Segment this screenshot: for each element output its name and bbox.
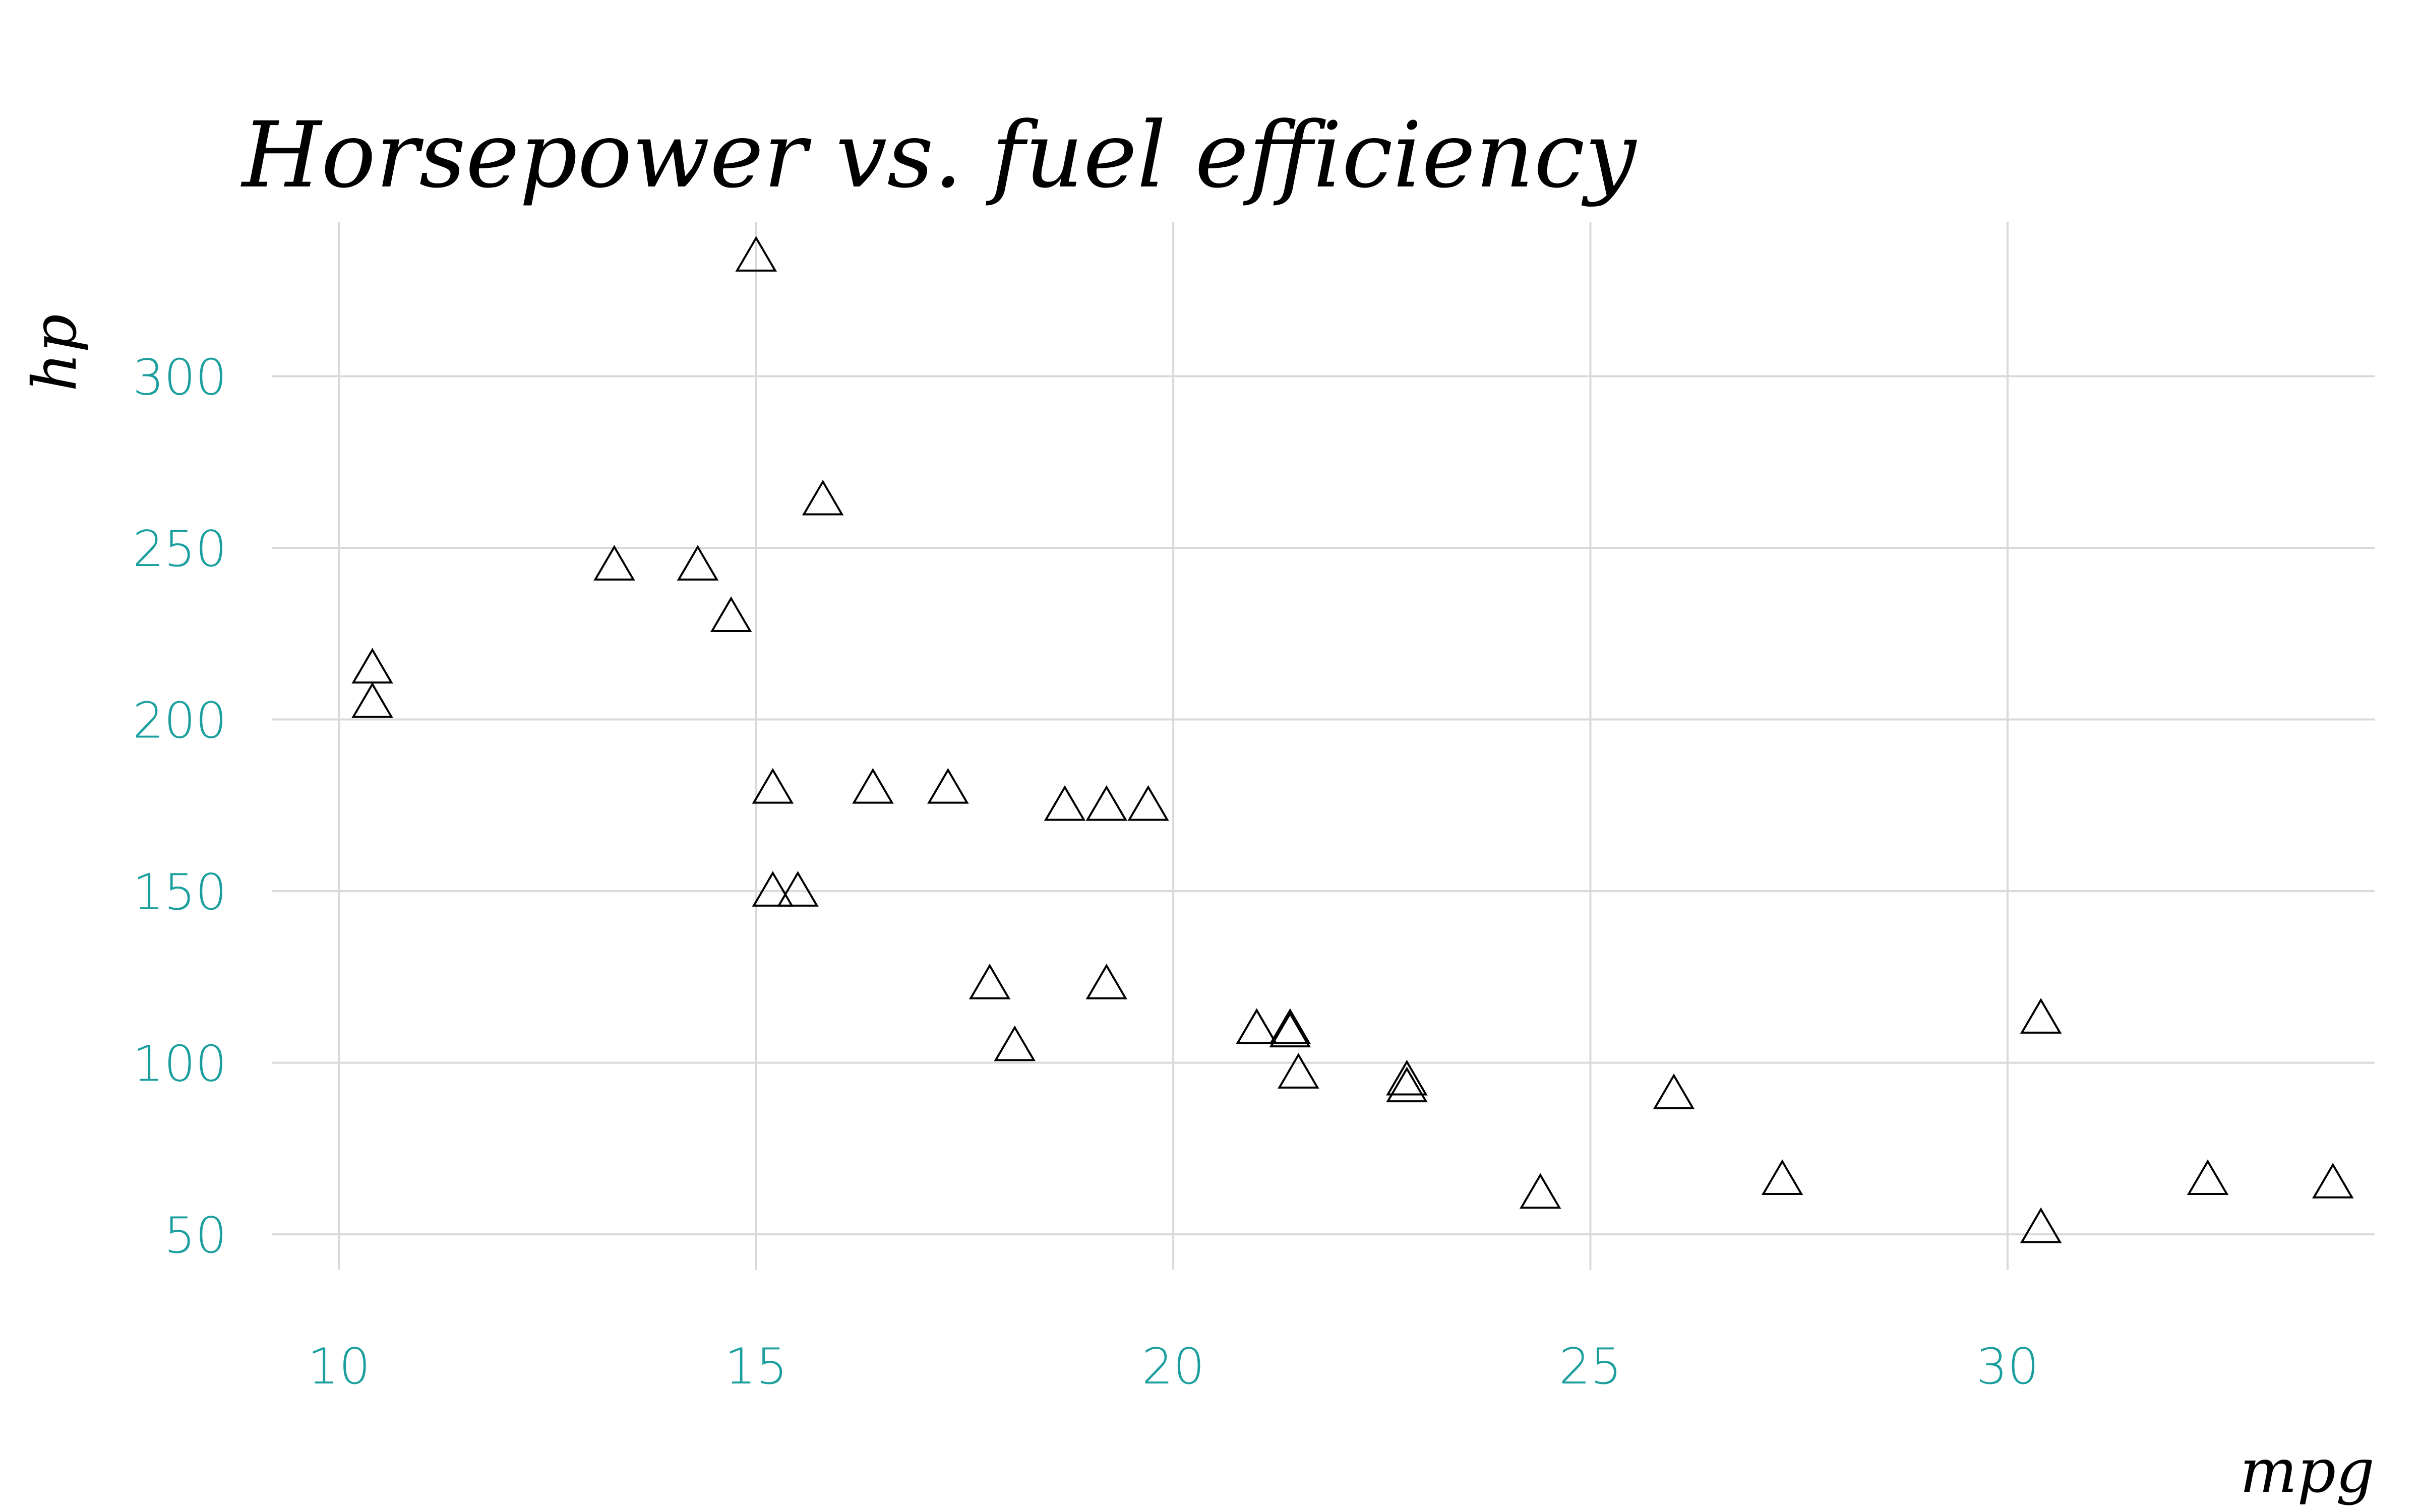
data-point bbox=[351, 648, 393, 684]
data-point bbox=[2020, 1207, 2062, 1243]
data-point bbox=[1127, 785, 1169, 821]
data-point bbox=[677, 545, 719, 581]
data-point bbox=[593, 545, 635, 581]
data-point bbox=[752, 768, 794, 804]
x-tick-label: 15 bbox=[724, 1338, 788, 1396]
y-tick-label: 200 bbox=[133, 692, 227, 750]
y-tick-label: 50 bbox=[164, 1207, 227, 1265]
y-tick-label: 300 bbox=[133, 349, 227, 406]
data-point bbox=[1236, 1008, 1278, 1044]
data-point bbox=[351, 682, 393, 718]
grid-lines bbox=[272, 222, 2375, 1270]
x-axis-title: mpg bbox=[2240, 1436, 2375, 1506]
data-point bbox=[1653, 1073, 1695, 1109]
data-point bbox=[1386, 1059, 1428, 1096]
data-point bbox=[802, 479, 844, 516]
y-tick-label: 100 bbox=[133, 1036, 227, 1093]
data-point bbox=[735, 236, 777, 272]
y-tick-label: 150 bbox=[133, 864, 227, 921]
data-point bbox=[1278, 1053, 1319, 1089]
data-point bbox=[852, 768, 894, 804]
data-points bbox=[351, 236, 2354, 1243]
data-point bbox=[1269, 1012, 1311, 1048]
x-tick-label: 30 bbox=[1976, 1338, 2039, 1396]
data-point bbox=[2312, 1163, 2354, 1199]
y-axis-title: hp bbox=[20, 314, 90, 392]
data-point bbox=[927, 768, 969, 804]
data-point bbox=[1269, 1008, 1311, 1044]
x-tick-label: 10 bbox=[308, 1338, 371, 1396]
data-point bbox=[1236, 1008, 1278, 1044]
data-point bbox=[777, 871, 819, 907]
data-point bbox=[2187, 1159, 2229, 1195]
y-tick-label: 250 bbox=[133, 521, 227, 578]
data-point bbox=[752, 871, 794, 907]
x-tick-label: 25 bbox=[1559, 1338, 1622, 1396]
data-point bbox=[1761, 1159, 1803, 1195]
tick-labels: 10 15 20 25 30 50 100 150 200 250 300 bbox=[133, 349, 2039, 1396]
chart-title: Horsepower vs. fuel efficiency bbox=[240, 103, 1637, 208]
data-point bbox=[1085, 964, 1128, 999]
data-point bbox=[994, 1025, 1036, 1061]
data-point bbox=[1519, 1173, 1561, 1209]
data-point bbox=[1085, 785, 1128, 821]
data-point bbox=[2020, 998, 2062, 1034]
data-point bbox=[710, 596, 752, 633]
x-tick-label: 20 bbox=[1142, 1338, 1205, 1396]
data-point bbox=[969, 964, 1011, 999]
data-point bbox=[1044, 785, 1086, 821]
data-point bbox=[1386, 1066, 1428, 1103]
